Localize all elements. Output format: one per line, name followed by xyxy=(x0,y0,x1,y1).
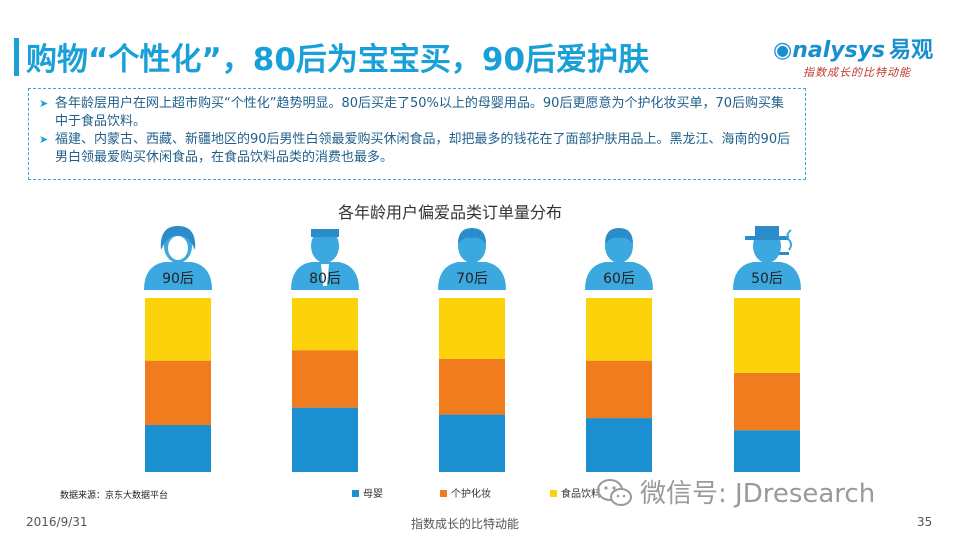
brand-slogan: 指数成长的比特动能 xyxy=(803,66,911,79)
title-accent-bar xyxy=(14,38,19,76)
person-hat-smoking-icon xyxy=(733,226,801,290)
bar-segment xyxy=(292,407,358,472)
person-icon xyxy=(585,228,653,290)
bar-segment xyxy=(145,298,211,361)
data-source: 数据来源：京东大数据平台 xyxy=(60,491,169,501)
footer-slogan: 指数成长的比特动能 xyxy=(411,517,520,531)
bar-segment xyxy=(292,298,358,351)
legend-label: 食品饮料 xyxy=(561,487,601,500)
legend-swatch xyxy=(440,490,447,497)
category-label: 50后 xyxy=(751,271,783,287)
category-label: 60后 xyxy=(603,271,635,287)
wechat-icon xyxy=(597,479,632,506)
person-suit-icon xyxy=(291,229,359,290)
person-female-icon xyxy=(144,226,212,290)
summary-bullet: ➤ 各年龄层用户在网上超市购买“个性化”趋势明显。80后买走了50%以上的母婴用… xyxy=(39,96,784,129)
arrow-right-icon: ➤ xyxy=(39,97,49,110)
bar-segment xyxy=(292,350,358,408)
person-icon xyxy=(438,228,506,290)
legend-label: 个护化妆 xyxy=(451,487,491,500)
bar-segment xyxy=(439,414,505,472)
bar-segment xyxy=(439,298,505,359)
category-label: 90后 xyxy=(162,271,194,287)
brand-logo: ◉nalysys 易观 指数成长的比特动能 xyxy=(773,32,943,84)
analysys-logo-icon: ◉ xyxy=(773,38,793,63)
legend-label: 母婴 xyxy=(363,488,383,500)
brand-logo-text: ◉nalysys 易观 xyxy=(773,38,934,63)
category-label: 80后 xyxy=(309,271,341,287)
legend-swatch xyxy=(352,490,359,497)
footer-date: 2016/9/31 xyxy=(26,515,88,529)
bar-segment xyxy=(734,430,800,472)
bar-segment xyxy=(734,298,800,373)
page-title: 购物“个性化”，80后为宝宝买，90后爱护肤 xyxy=(26,42,650,78)
category-label: 70后 xyxy=(456,271,488,287)
arrow-right-icon: ➤ xyxy=(39,133,49,146)
bar-segment xyxy=(145,425,211,472)
bar-segment xyxy=(586,418,652,472)
bar-segment xyxy=(586,360,652,419)
chart-title: 各年龄用户偏爱品类订单量分布 xyxy=(337,203,562,222)
bar-segment xyxy=(145,360,211,426)
summary-box: ➤ 各年龄层用户在网上超市购买“个性化”趋势明显。80后买走了50%以上的母婴用… xyxy=(28,88,806,180)
summary-bullet: ➤ 福建、内蒙古、西藏、新疆地区的90后男性白领最爱购买休闲食品，却把最多的钱花… xyxy=(39,132,791,165)
wechat-watermark: 微信号: JDresearch xyxy=(596,473,875,510)
bar-segment xyxy=(586,298,652,361)
bar-segment xyxy=(439,358,505,415)
legend-swatch xyxy=(550,490,557,497)
bar-segment xyxy=(734,372,800,431)
page-number: 35 xyxy=(917,515,933,529)
